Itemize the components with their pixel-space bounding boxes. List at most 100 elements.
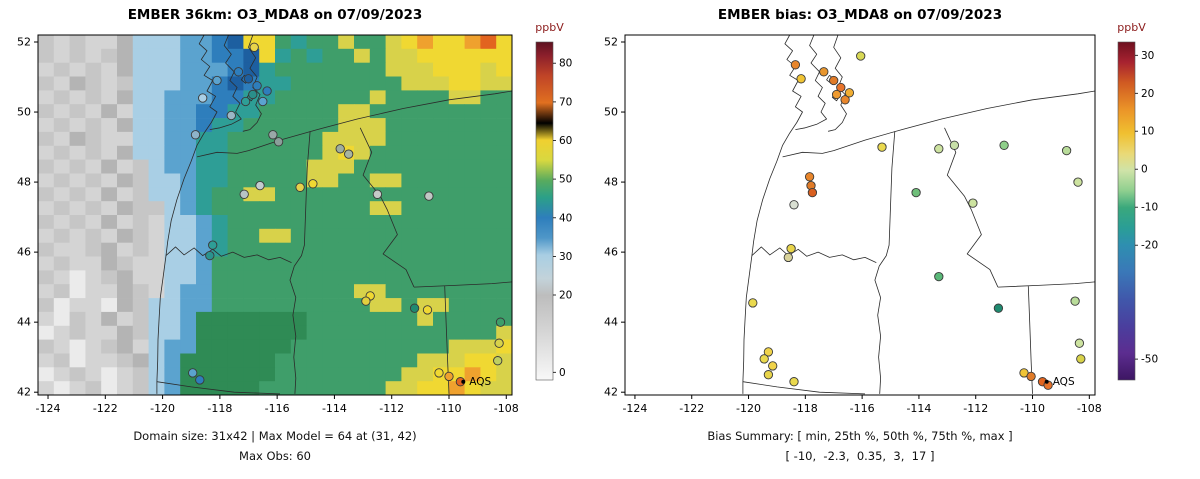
bias-caption-summary-values: [ -10, -2.3, 0.35, 3, 17 ] xyxy=(785,449,935,463)
plot-frame xyxy=(37,34,513,396)
x-tick-label: -120 xyxy=(150,402,175,415)
aqs-point xyxy=(934,144,944,154)
border-canada-border xyxy=(196,90,513,158)
x-tick-label: -110 xyxy=(1020,402,1045,415)
aqs-point xyxy=(335,144,345,154)
y-tick-label: 44 xyxy=(604,316,618,329)
aqs-point xyxy=(240,96,251,107)
aqs-points xyxy=(748,51,1086,390)
y-tick-label: 44 xyxy=(17,316,31,329)
aqs-point xyxy=(190,130,201,140)
colorbar-tick-label: 0 xyxy=(1141,164,1148,176)
colorbar-unit-label: ppbV xyxy=(1117,21,1146,34)
border-id-mt-border xyxy=(359,127,415,288)
border-wa-id-border xyxy=(878,131,896,267)
y-tick-label: 46 xyxy=(17,246,31,259)
y-tick-label: 52 xyxy=(604,36,618,49)
aqs-point xyxy=(796,74,806,84)
x-tick-label: -114 xyxy=(322,402,347,415)
colorbar-tick-label: 80 xyxy=(559,58,572,70)
model-map-plot: AQS -124 -122 -120 -118 -116 -114 -112 -110 -108 4… xyxy=(17,21,572,415)
y-tick-label: 42 xyxy=(604,386,618,399)
model-caption-domain: Domain size: 31x42 | Max Model = 64 at (… xyxy=(133,429,417,443)
x-tick-label: -110 xyxy=(437,402,462,415)
x-tick-label: -114 xyxy=(906,402,931,415)
aqs-point xyxy=(249,42,259,52)
aqs-point xyxy=(804,172,815,182)
y-tick-label: 52 xyxy=(17,36,31,49)
border-sound-inner-west xyxy=(209,34,242,130)
x-tick-label: -118 xyxy=(207,402,232,415)
aqs-point xyxy=(844,88,855,98)
model-caption-maxobs: Max Obs: 60 xyxy=(239,449,311,463)
aqs-point xyxy=(968,198,978,208)
colorbar xyxy=(535,41,554,381)
aqs-point xyxy=(372,189,383,199)
aqs-point xyxy=(361,296,371,306)
aqs-point xyxy=(856,51,866,61)
border-coastline xyxy=(742,34,803,394)
aqs-point xyxy=(877,142,887,152)
x-tick-label: -122 xyxy=(679,402,704,415)
colorbar-tick-label: -50 xyxy=(1141,354,1158,366)
bias-captions: Bias Summary: [ min, 25th %, 50th %, 75t… xyxy=(625,426,1095,466)
model-captions: Domain size: 31x42 | Max Model = 64 at (… xyxy=(38,426,512,466)
state-borders xyxy=(156,34,513,395)
aqs-point xyxy=(949,140,960,150)
aqs-point xyxy=(273,137,284,147)
border-parallel-42 xyxy=(742,381,866,395)
aqs-legend-dot xyxy=(1044,379,1049,384)
border-sound-inner-east xyxy=(242,34,262,132)
aqs-point xyxy=(763,347,774,357)
aqs-point xyxy=(789,200,799,210)
colorbar-tick-label: 50 xyxy=(559,174,572,186)
border-mt-wy-border xyxy=(413,281,513,288)
x-tick-label: -108 xyxy=(1077,402,1102,415)
y-tick-label: 50 xyxy=(17,106,31,119)
colorbar-tick-label: 70 xyxy=(559,96,572,108)
panel-model: AQS -124 -122 -120 -118 -116 -114 -112 -110 -108 4… xyxy=(17,7,572,466)
x-tick-label: -108 xyxy=(494,402,519,415)
aqs-point xyxy=(1061,145,1072,156)
aqs-point xyxy=(911,187,921,198)
x-tick-label: -116 xyxy=(850,402,875,415)
aqs-point xyxy=(422,305,433,315)
aqs-point xyxy=(819,67,829,77)
x-tick-label: -112 xyxy=(379,402,404,415)
aqs-point xyxy=(768,361,778,371)
colorbar-tick-label: 30 xyxy=(559,251,572,263)
x-tick-label: -124 xyxy=(36,402,61,415)
aqs-point xyxy=(198,93,208,103)
aqs-legend-dot xyxy=(461,379,466,384)
aqs-point xyxy=(1070,296,1080,306)
x-tick-label: -118 xyxy=(793,402,818,415)
aqs-point xyxy=(1026,371,1036,382)
aqs-point xyxy=(836,82,846,93)
bias-title: EMBER bias: O3_MDA8 on 07/09/2023 xyxy=(717,7,1003,23)
aqs-point xyxy=(233,67,244,77)
aqs-point xyxy=(226,110,236,121)
y-tick-label: 46 xyxy=(604,246,618,259)
aqs-point xyxy=(205,250,215,261)
aqs-point xyxy=(208,240,218,250)
y-tick-label: 48 xyxy=(604,176,618,189)
aqs-point xyxy=(1074,338,1085,348)
aqs-point xyxy=(308,179,318,189)
colorbar-tick-label: 20 xyxy=(1141,88,1154,100)
border-canada-border xyxy=(782,90,1096,158)
aqs-point xyxy=(195,375,205,385)
colorbar-tick-label: -20 xyxy=(1141,240,1158,252)
aqs-points xyxy=(188,42,506,387)
aqs-point xyxy=(243,74,254,84)
border-parallel-42 xyxy=(156,381,281,395)
model-title: EMBER 36km: O3_MDA8 on 07/09/2023 xyxy=(127,7,423,23)
x-tick-label: -124 xyxy=(622,402,647,415)
x-tick-label: -120 xyxy=(736,402,761,415)
border-wa-id-border xyxy=(293,131,311,267)
colorbar xyxy=(1117,41,1136,381)
aqs-point xyxy=(262,86,272,96)
aqs-point xyxy=(789,377,799,387)
border-sound-inner-west xyxy=(795,34,828,130)
x-tick-label: -112 xyxy=(963,402,988,415)
